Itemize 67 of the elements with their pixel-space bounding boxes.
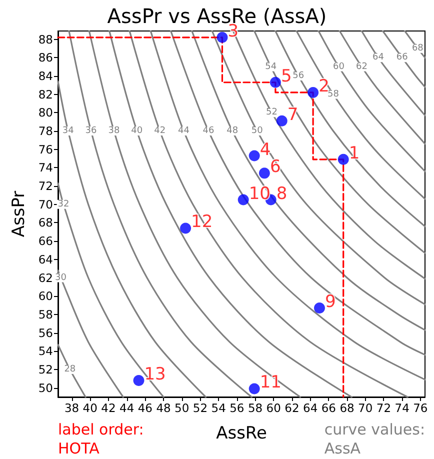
point <box>276 115 288 126</box>
y-tick-label: 58 <box>38 307 53 322</box>
y-tick-label: 72 <box>38 179 53 194</box>
y-tick-label: 76 <box>38 142 53 156</box>
x-tick-label: 56 <box>230 401 244 415</box>
series-label: 8 <box>276 184 288 204</box>
point <box>180 222 192 234</box>
y-tick-label: 86 <box>38 50 53 65</box>
x-tick-label: 42 <box>101 401 116 415</box>
series-label: 2 <box>318 76 330 96</box>
x-tick-label: 66 <box>321 401 336 415</box>
x-tick-label: 58 <box>248 401 263 415</box>
x-tick-label: 76 <box>413 401 428 415</box>
point <box>308 86 319 98</box>
y-tick-label: 78 <box>38 124 53 138</box>
x-tick-label: 38 <box>64 401 80 415</box>
x-tick-label: 54 <box>211 401 226 415</box>
y-tick-label: 88 <box>38 32 53 46</box>
x-tick-label: 72 <box>376 401 392 415</box>
y-tick-label: 84 <box>38 68 53 83</box>
y-tick-label: 82 <box>38 87 53 102</box>
series-label: 5 <box>280 66 292 86</box>
x-tick-label: 50 <box>174 401 190 415</box>
x-tick-label: 62 <box>284 401 300 415</box>
text: curve values: AssA <box>324 420 426 458</box>
y-tick-label: 62 <box>38 270 53 285</box>
x-tick-label: 60 <box>266 401 281 415</box>
x-tick-label: 68 <box>340 401 354 415</box>
x-tick-label: 48 <box>156 401 171 415</box>
y-tick-label: 56 <box>38 326 53 340</box>
x-tick-label: 64 <box>302 401 318 415</box>
point <box>216 32 228 43</box>
y-tick-label: 74 <box>38 160 53 175</box>
line-series <box>382 30 426 88</box>
x-tick-label: 74 <box>394 401 410 415</box>
y-tick-label: 66 <box>38 234 53 248</box>
y-tick-label: 70 <box>38 197 53 212</box>
series-label: 6 <box>270 157 281 178</box>
x-tick-label: 40 <box>82 401 98 415</box>
y-tick-label: 60 <box>38 289 53 304</box>
y-tick-label: 52 <box>38 362 53 376</box>
series-label: 11 <box>260 372 282 393</box>
text: label order: HOTA <box>58 420 144 458</box>
point <box>314 302 325 314</box>
x-tick-label: 46 <box>138 401 152 415</box>
y-tick-label: 50 <box>38 380 53 395</box>
point <box>238 194 249 206</box>
point <box>133 374 144 386</box>
series-label: 13 <box>144 364 166 384</box>
x-tick-label: 52 <box>192 401 208 415</box>
series-label: 9 <box>324 292 336 312</box>
point <box>338 154 349 165</box>
y-tick-label: 54 <box>38 344 53 358</box>
point <box>248 150 260 162</box>
y-tick-label: 68 <box>38 216 53 230</box>
line-series <box>318 30 426 172</box>
x-tick-label: 44 <box>119 401 134 415</box>
point <box>258 168 270 179</box>
x-axis-title: AssRe <box>216 424 267 444</box>
x-tick-label: 70 <box>358 401 373 415</box>
series-label: 7 <box>287 104 298 125</box>
line-series <box>56 182 164 398</box>
y-tick-label: 80 <box>38 106 53 120</box>
point <box>270 76 281 88</box>
y-tick-label: 64 <box>38 252 53 266</box>
point <box>248 383 260 394</box>
y-axis-title: AssPr <box>8 190 29 238</box>
